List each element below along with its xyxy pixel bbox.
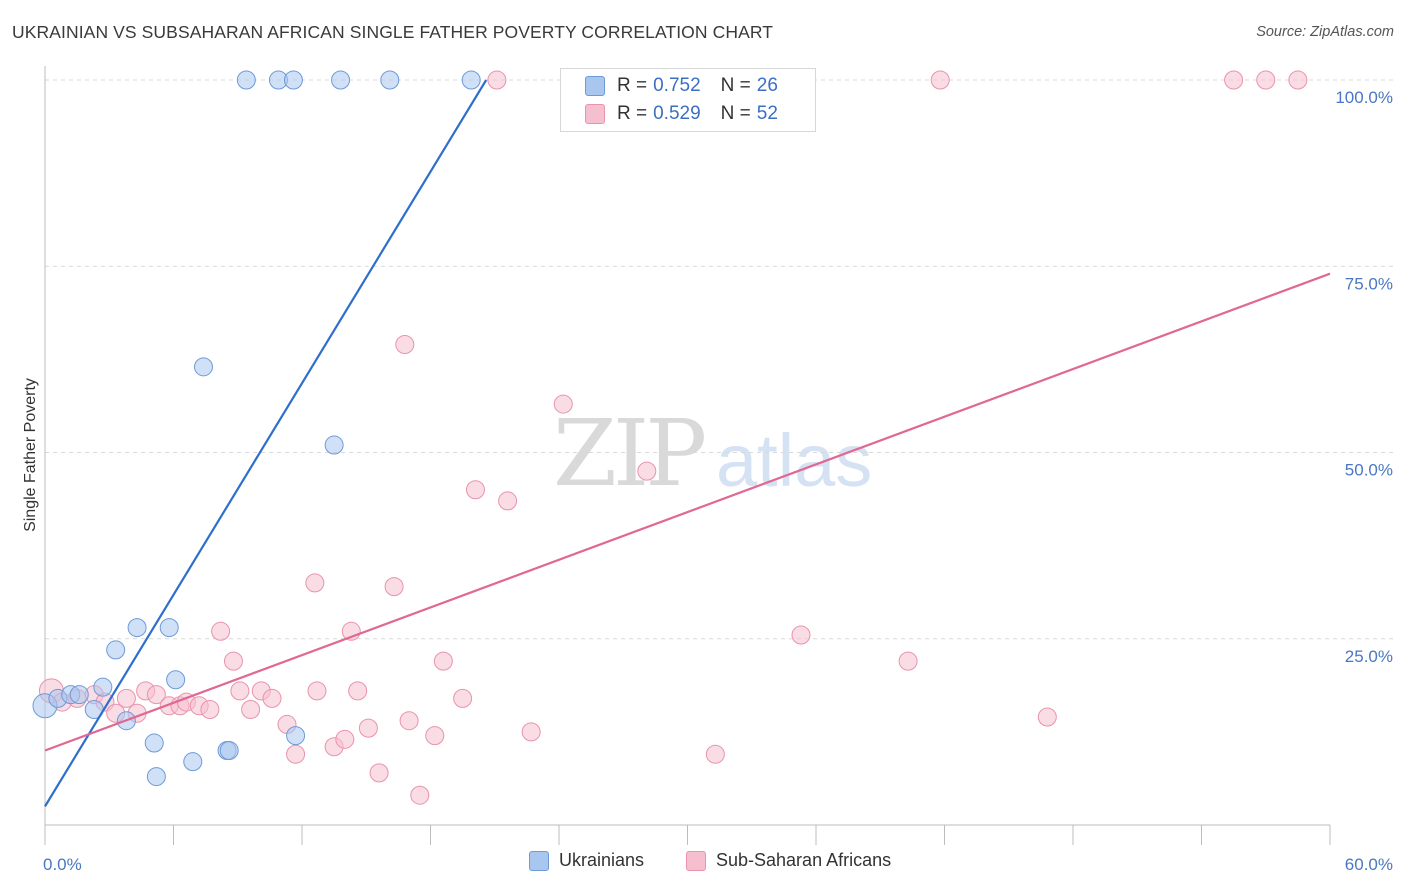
x-tick-label: 0.0% <box>43 855 82 874</box>
legend-swatch-blue <box>585 76 605 96</box>
data-point-ukrainians <box>331 70 351 90</box>
data-point-ukrainians <box>236 70 256 90</box>
data-point-sub-saharan <box>399 711 419 731</box>
bottom-legend-swatch-pink <box>686 850 706 871</box>
data-point-ukrainians <box>127 618 147 638</box>
data-point-ukrainians <box>93 677 113 697</box>
y-tick-label: 25.0% <box>1345 647 1393 666</box>
data-point-sub-saharan <box>116 688 136 708</box>
data-point-sub-saharan <box>1256 70 1276 90</box>
legend-row-ukrainians: R = 0.752 N = 26 <box>585 73 778 99</box>
source-label: Source: ZipAtlas.com <box>1256 24 1394 40</box>
data-point-ukrainians <box>193 357 213 377</box>
data-point-sub-saharan <box>410 785 430 805</box>
bottom-legend-label: Sub-Saharan Africans <box>716 850 892 870</box>
data-point-sub-saharan <box>384 577 404 597</box>
data-point-sub-saharan <box>241 700 261 720</box>
data-point-ukrainians <box>286 726 306 746</box>
data-point-ukrainians <box>146 767 166 787</box>
y-tick-label: 100.0% <box>1335 88 1393 107</box>
bottom-legend-label: Ukrainians <box>559 850 645 870</box>
data-point-sub-saharan <box>1224 70 1244 90</box>
axes <box>44 66 1331 845</box>
data-point-sub-saharan <box>1037 707 1057 727</box>
data-point-sub-saharan <box>146 685 166 705</box>
data-point-sub-saharan <box>705 744 725 764</box>
y-tick-label: 50.0% <box>1345 461 1393 480</box>
data-point-ukrainians <box>144 733 164 753</box>
bottom-legend-sub-saharan: Sub-Saharan Africans <box>686 850 891 871</box>
data-point-sub-saharan <box>930 70 950 90</box>
legend-n-value: 52 <box>756 103 778 124</box>
watermark-atlas: atlas <box>716 419 873 502</box>
data-point-sub-saharan <box>465 480 485 500</box>
x-tick-label: 60.0% <box>1345 855 1393 874</box>
trend-line-sub-saharan <box>44 272 1331 752</box>
data-point-sub-saharan <box>1288 70 1308 90</box>
legend-n-label: N = <box>720 103 751 124</box>
data-point-sub-saharan <box>791 625 811 645</box>
bottom-legend-swatch-blue <box>529 850 549 871</box>
data-point-ukrainians <box>106 640 126 660</box>
data-point-sub-saharan <box>286 744 306 764</box>
data-point-sub-saharan <box>498 491 518 511</box>
data-point-sub-saharan <box>200 700 220 720</box>
data-point-sub-saharan <box>637 461 657 481</box>
data-point-ukrainians <box>380 70 400 90</box>
data-point-sub-saharan <box>395 334 415 354</box>
legend-row-sub-saharan: R = 0.529 N = 52 <box>585 101 778 127</box>
data-point-sub-saharan <box>425 726 445 746</box>
data-point-sub-saharan <box>487 70 507 90</box>
data-point-sub-saharan <box>223 651 243 671</box>
points-ukrainians <box>32 70 599 787</box>
bottom-legend-ukrainians: Ukrainians <box>529 850 644 871</box>
data-point-sub-saharan <box>348 681 368 701</box>
legend-n-value: 26 <box>756 75 778 96</box>
data-point-ukrainians <box>461 70 481 90</box>
data-point-ukrainians <box>219 741 239 760</box>
legend-swatch-pink <box>585 104 605 124</box>
data-point-sub-saharan <box>307 681 327 701</box>
grid-lines <box>45 79 1395 640</box>
legend-r-value: 0.752 <box>653 75 701 96</box>
legend-r-value: 0.529 <box>653 103 701 124</box>
data-point-ukrainians <box>69 685 89 705</box>
data-point-sub-saharan <box>358 718 378 738</box>
trend-lines <box>44 79 1331 807</box>
data-point-sub-saharan <box>521 722 541 742</box>
data-point-sub-saharan <box>553 394 573 414</box>
points-sub-saharan <box>38 70 1308 805</box>
data-point-ukrainians <box>183 752 203 772</box>
data-point-ukrainians <box>166 670 186 690</box>
trend-line-ukrainians <box>44 79 488 807</box>
legend-r-label: R = <box>617 103 648 124</box>
data-point-sub-saharan <box>453 688 473 708</box>
data-point-sub-saharan <box>211 621 231 641</box>
data-point-ukrainians <box>324 435 344 455</box>
data-point-sub-saharan <box>335 729 355 749</box>
data-point-ukrainians <box>159 618 179 638</box>
legend: R = 0.752 N = 26 R = 0.529 N = 52 <box>560 68 816 132</box>
legend-n-label: N = <box>720 75 751 96</box>
data-point-sub-saharan <box>305 573 325 593</box>
data-point-sub-saharan <box>898 651 918 671</box>
chart-title: UKRAINIAN VS SUBSAHARAN AFRICAN SINGLE F… <box>12 22 774 42</box>
y-tick-label: 75.0% <box>1345 274 1393 293</box>
watermark-zip: ZIP <box>553 400 707 507</box>
data-point-sub-saharan <box>262 688 282 708</box>
data-point-sub-saharan <box>230 681 250 701</box>
tick-labels: 100.0% 75.0% 50.0% 25.0% 0.0% 60.0% <box>43 88 1393 874</box>
data-point-sub-saharan <box>369 763 389 783</box>
data-point-sub-saharan <box>433 651 453 671</box>
data-point-ukrainians <box>283 70 303 90</box>
legend-r-label: R = <box>617 75 648 96</box>
y-axis-label: Single Father Poverty <box>22 378 39 532</box>
